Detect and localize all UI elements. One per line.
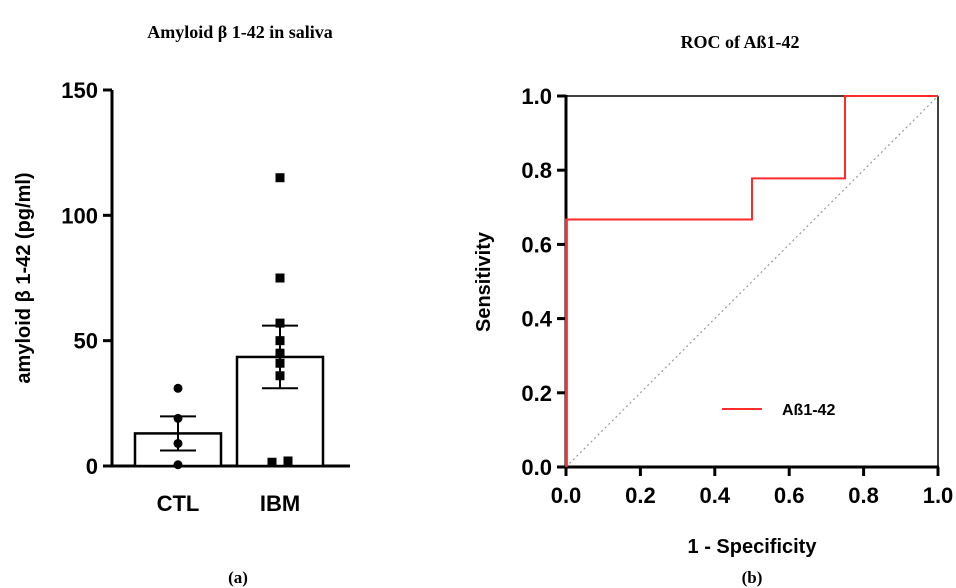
chart-b-x-tick-label: 1.0: [923, 483, 954, 508]
chart-a-point: [275, 358, 285, 368]
chart-a-tick-labels: 0 50 100 150 CTL IBM: [61, 78, 300, 516]
chart-b-title: ROC of Aß1-42: [680, 32, 799, 52]
chart-a-point: [275, 336, 285, 346]
chart-a-point: [173, 438, 183, 448]
chart-b-reference-line: [565, 95, 939, 468]
chart-a-title: Amyloid β 1-42 in saliva: [147, 22, 333, 42]
chart-b-x-tick-label: 0.0: [551, 483, 582, 508]
chart-b-y-tick-label: 0.0: [521, 455, 552, 480]
legend-label: Aß1-42: [782, 402, 835, 419]
chart-b-y-tick-label: 0.8: [521, 158, 552, 183]
chart-b-x-tick-label: 0.4: [700, 483, 731, 508]
chart-b-lines: [565, 95, 939, 468]
chart-b-y-tick-label: 1.0: [521, 84, 552, 109]
panel-label-a: (a): [228, 568, 248, 587]
panel-b: ROC of Aß1-42 Sensitivity 1 - Specificit…: [473, 32, 953, 587]
chart-b-legend: Aß1-42: [722, 402, 835, 419]
chart-a-point: [275, 371, 285, 381]
chart-a-point: [275, 348, 285, 358]
chart-a-point: [173, 413, 183, 423]
panel-label-b: (b): [742, 568, 763, 587]
chart-a-point: [173, 460, 183, 470]
chart-a-points: [173, 173, 293, 470]
chart-b-tick-labels: 0.0 0.2 0.4 0.6 0.8 1.0 0.0 0.2 0.4 0.6 0.8 1.0: [521, 84, 953, 508]
chart-b-ylabel: Sensitivity: [473, 231, 495, 332]
chart-a-x-tick-label: CTL: [157, 491, 200, 516]
chart-a-y-tick-label: 0: [86, 454, 98, 479]
chart-a-point: [275, 318, 285, 328]
chart-a-y-tick-label: 150: [61, 78, 98, 103]
chart-a-point: [275, 173, 285, 183]
chart-a-x-tick-label: IBM: [260, 491, 300, 516]
chart-b-x-tick-label: 0.6: [774, 483, 805, 508]
chart-a-y-tick-label: 50: [74, 329, 98, 354]
chart-b-xlabel: 1 - Specificity: [688, 536, 818, 558]
chart-b-y-tick-label: 0.4: [521, 307, 552, 332]
chart-a-point: [283, 456, 293, 466]
chart-a-ylabel: amyloid β 1-42 (pg/ml): [13, 172, 35, 383]
chart-b-roc-series: [565, 95, 938, 467]
chart-b-y-tick-label: 0.2: [521, 381, 552, 406]
chart-b-x-tick-label: 0.2: [625, 483, 656, 508]
chart-a-point: [267, 457, 277, 467]
panel-a: Amyloid β 1-42 in saliva amyloid β 1-42 …: [13, 22, 350, 587]
chart-b-x-tick-label: 0.8: [848, 483, 879, 508]
chart-a-point: [173, 383, 183, 393]
chart-b-y-tick-label: 0.6: [521, 232, 552, 257]
chart-a-y-tick-label: 100: [61, 203, 98, 228]
chart-a-point: [275, 273, 285, 283]
